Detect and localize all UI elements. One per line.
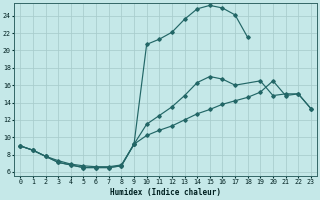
- X-axis label: Humidex (Indice chaleur): Humidex (Indice chaleur): [110, 188, 221, 197]
